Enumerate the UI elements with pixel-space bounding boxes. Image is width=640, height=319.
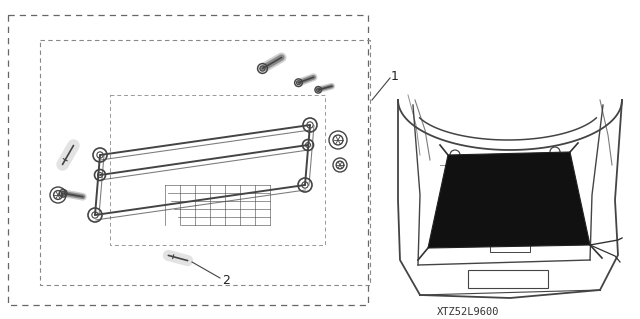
Text: 1: 1 (391, 70, 399, 83)
Text: XTZ52L9600: XTZ52L9600 (436, 307, 499, 317)
Text: 2: 2 (222, 273, 230, 286)
Bar (40, 40, 370, 285)
Polygon shape (428, 152, 590, 248)
Bar (8, 15, 368, 305)
Bar (468, 270, 548, 288)
Bar (490, 240, 530, 252)
Bar (110, 95, 325, 245)
